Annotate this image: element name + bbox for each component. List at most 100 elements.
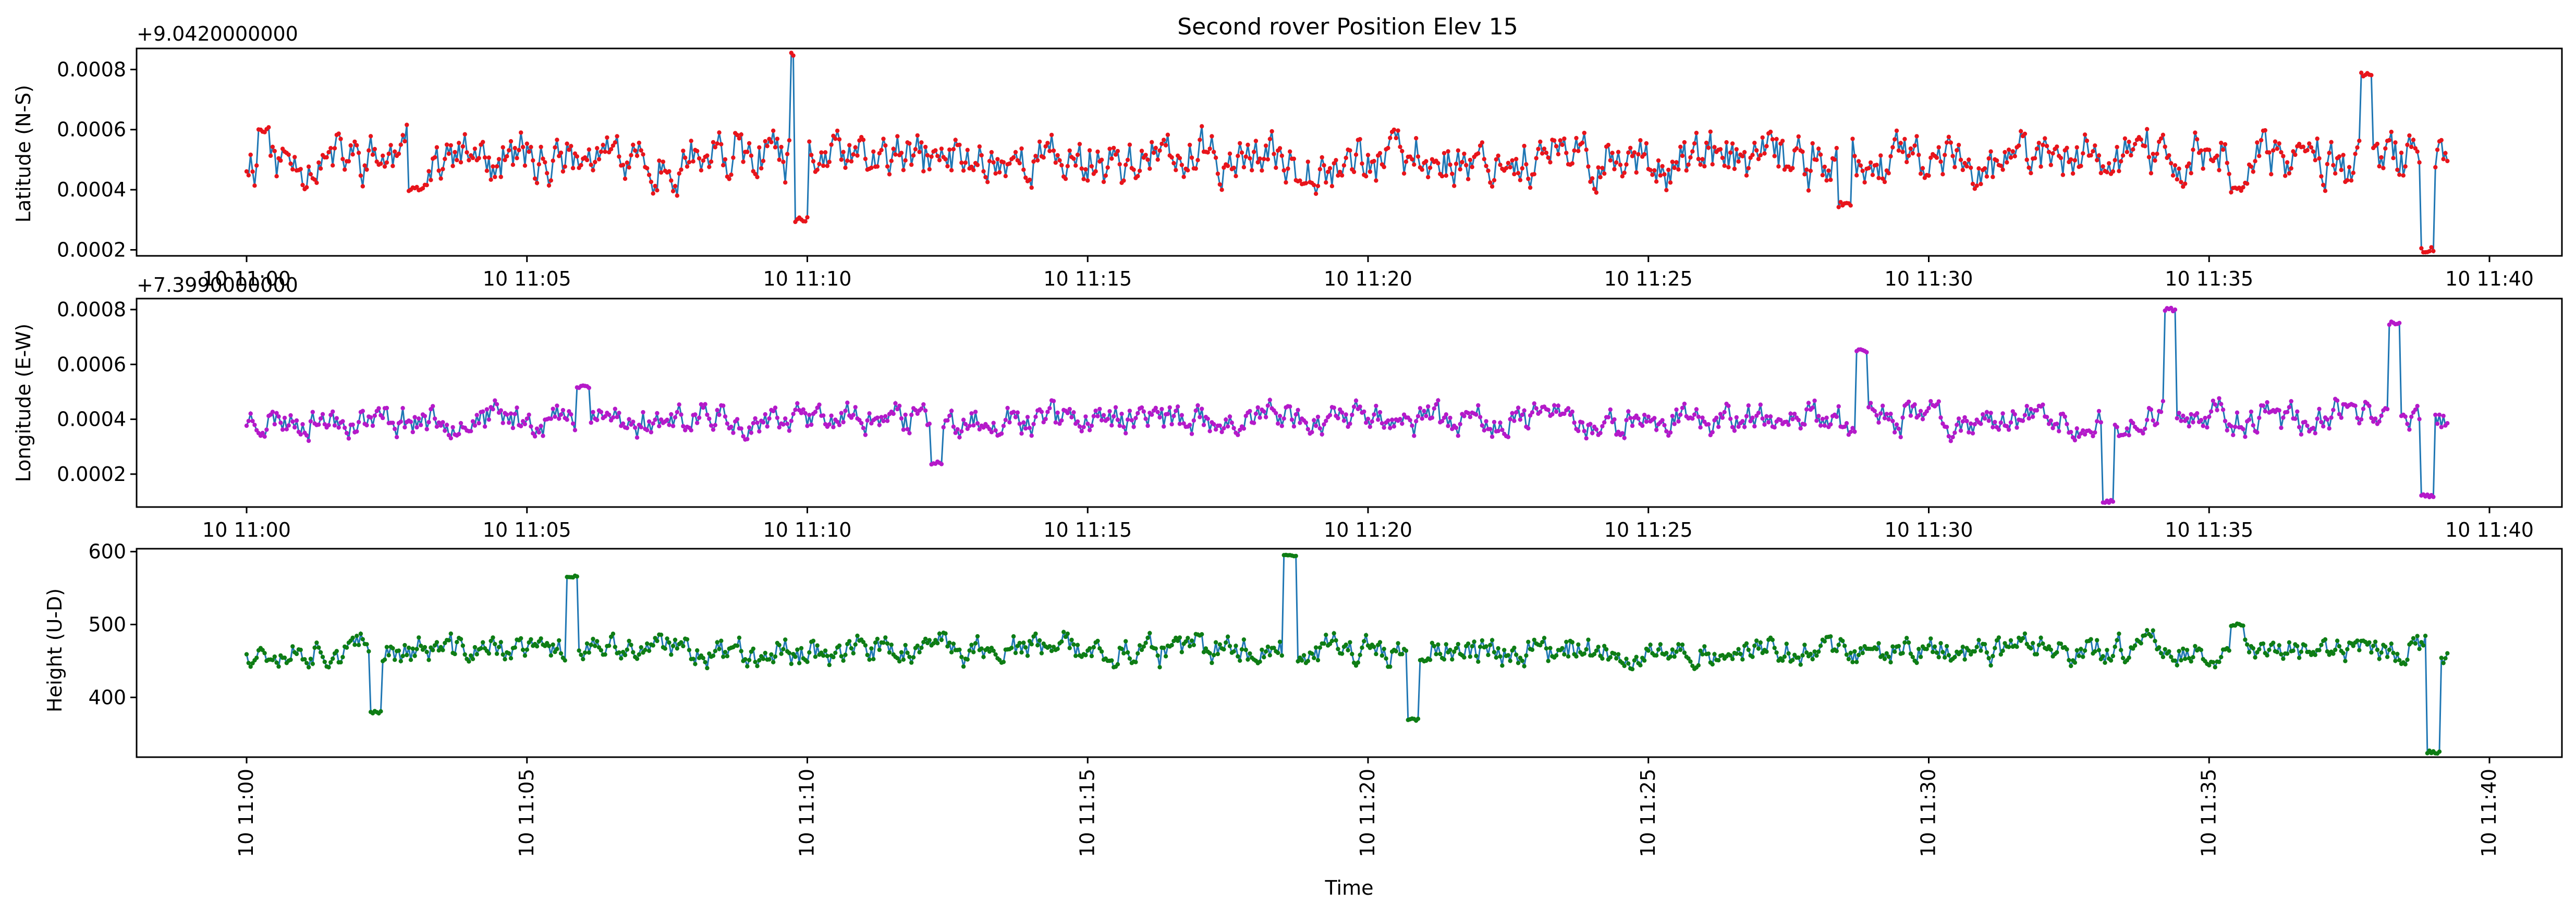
series-point (658, 417, 664, 422)
series-point (1652, 416, 1657, 421)
series-point (2034, 652, 2040, 657)
series-point (505, 412, 509, 417)
series-point (1081, 177, 1086, 181)
series-point (989, 150, 994, 155)
series-point (2029, 171, 2033, 176)
series-point (1906, 399, 1911, 404)
series-point (713, 649, 718, 653)
series-point (2357, 648, 2362, 652)
series-point (1157, 665, 1162, 670)
series-point (1844, 421, 1849, 426)
series-point (548, 416, 554, 421)
series-point (500, 145, 505, 150)
series-point (1150, 140, 1154, 144)
series-point (536, 430, 542, 435)
series-point (881, 137, 886, 141)
series-point (1538, 643, 1543, 648)
series-point (414, 184, 419, 190)
series-point (653, 183, 657, 189)
series-point (1546, 407, 1551, 412)
series-point (975, 421, 980, 426)
series-point (1243, 647, 1248, 652)
series-point (1534, 406, 1539, 411)
series-point (1726, 403, 1731, 409)
series-point (2439, 138, 2444, 143)
series-point (2050, 426, 2055, 430)
series-point (467, 659, 471, 664)
series-point (1720, 155, 1725, 160)
series-point (1436, 642, 1440, 647)
series-point (691, 159, 695, 164)
series-point (2399, 151, 2404, 155)
series-point (1241, 426, 1247, 431)
series-point (1478, 415, 1483, 419)
series-point (2277, 141, 2281, 146)
series-point (2089, 637, 2093, 641)
series-point (1374, 651, 1378, 657)
series-point (1836, 404, 1841, 409)
series-point (901, 657, 906, 662)
series-point (769, 652, 774, 657)
series-point (771, 128, 776, 133)
series-point (1842, 424, 1847, 429)
series-point (587, 147, 592, 152)
series-point (1636, 416, 1641, 421)
series-point (1822, 164, 1827, 169)
series-point (646, 419, 652, 424)
series-point (1920, 417, 1925, 422)
series-point (500, 652, 505, 657)
series-point (955, 427, 960, 431)
series-point (927, 422, 932, 426)
series-point (1816, 146, 1821, 151)
series-point (885, 641, 890, 646)
series-point (1029, 642, 1034, 647)
series-point (1155, 157, 1160, 162)
series-point (1057, 421, 1062, 426)
series-point (1234, 174, 1238, 179)
series-point (2371, 644, 2376, 648)
series-point (1396, 128, 1400, 133)
series-point (1638, 663, 1643, 668)
series-point (288, 161, 293, 166)
series-point (1674, 160, 1679, 165)
series-point (655, 411, 660, 416)
series-point (414, 425, 419, 430)
series-point (1155, 410, 1160, 414)
series-point (1604, 647, 1609, 652)
series-point (1262, 655, 1266, 660)
series-point (1943, 153, 1947, 157)
series-point (1772, 425, 1777, 430)
series-point (410, 646, 415, 651)
series-point (2139, 137, 2143, 142)
series-point (326, 150, 331, 155)
series-point (2361, 406, 2366, 411)
series-point (981, 169, 986, 174)
series-point (620, 163, 626, 167)
series-point (1200, 406, 1204, 411)
series-point (2201, 166, 2205, 171)
series-point (1572, 148, 1577, 153)
series-point (917, 150, 922, 154)
series-point (2423, 634, 2428, 638)
series-point (1760, 416, 1765, 421)
series-point (703, 660, 707, 664)
series-point (1063, 634, 1068, 639)
series-point (1348, 640, 1352, 645)
series-point (1908, 413, 1913, 418)
series-point (453, 651, 457, 657)
series-point (244, 423, 249, 428)
series-point (422, 414, 428, 418)
series-point (569, 412, 573, 417)
series-point (943, 631, 948, 636)
series-point (767, 657, 772, 662)
series-point (1382, 165, 1386, 169)
series-point (2305, 423, 2310, 428)
series-point (2183, 657, 2188, 661)
series-point (1236, 433, 1240, 437)
series-point (1690, 416, 1695, 421)
series-point (1432, 644, 1436, 649)
series-point (1362, 409, 1366, 414)
series-point (803, 411, 808, 416)
series-point (1890, 644, 1895, 649)
series-point (1752, 424, 1757, 429)
